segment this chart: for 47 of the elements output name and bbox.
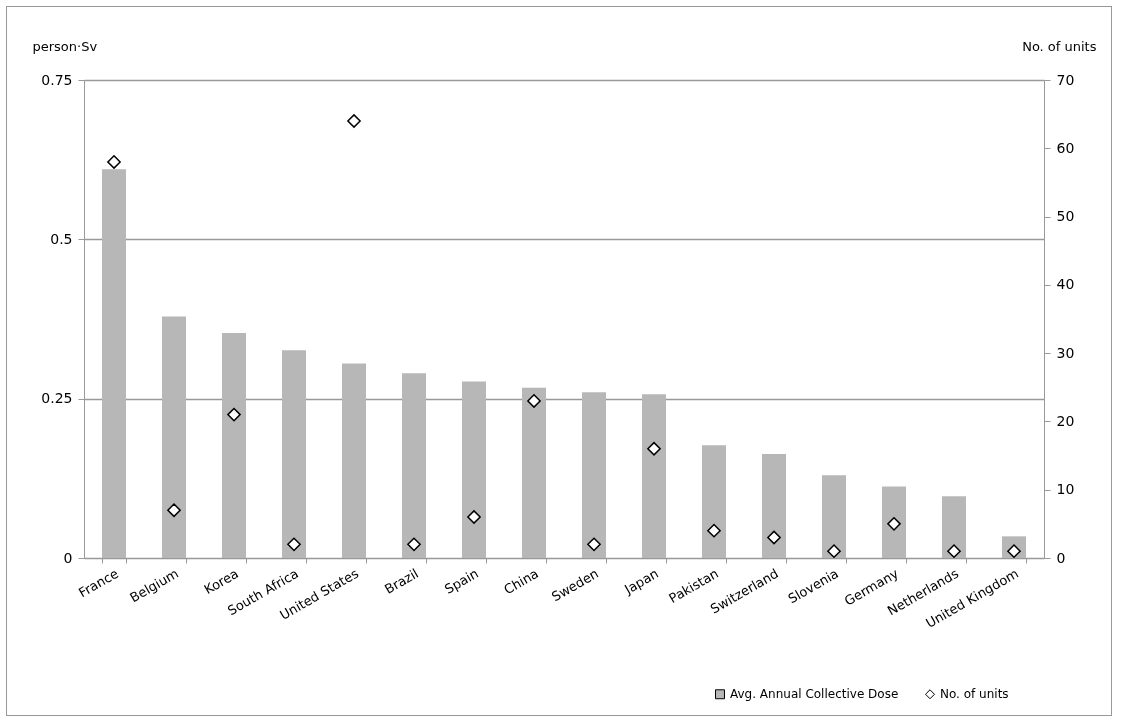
- bar: [702, 445, 726, 558]
- bar: [222, 333, 246, 558]
- bar: [282, 350, 306, 558]
- y2-tick-label: 60: [1056, 139, 1075, 156]
- y2-tick-label: 20: [1056, 412, 1075, 429]
- bar: [822, 475, 846, 558]
- bar: [582, 392, 606, 558]
- point: [647, 441, 661, 456]
- point: [227, 407, 241, 422]
- y2-tick-label: 70: [1056, 71, 1075, 88]
- y2-tick-label: 30: [1056, 344, 1075, 361]
- point: [827, 544, 841, 559]
- point: [887, 516, 901, 531]
- y2-tick-label: 50: [1056, 208, 1075, 225]
- point: [467, 510, 481, 524]
- y-tick-label: 0.25: [41, 390, 73, 407]
- legend-label: Avg. Annual Collective Dose: [730, 687, 899, 702]
- point: [767, 530, 781, 545]
- point: [947, 544, 961, 559]
- legend-label: No. of units: [940, 687, 1009, 702]
- point: [107, 155, 121, 169]
- point: [707, 523, 721, 538]
- y-axis-title: person·Sv: [32, 38, 98, 54]
- bar: [762, 454, 786, 558]
- y2-tick-label: 0: [1056, 549, 1066, 566]
- bar: [882, 486, 906, 558]
- y-tick-label: 0.5: [50, 230, 73, 247]
- y2-axis-title: No. of units: [1022, 38, 1097, 54]
- x-tick-label: China: [501, 565, 541, 598]
- bar: [102, 169, 126, 558]
- point: [347, 114, 361, 128]
- bar: [402, 373, 426, 558]
- point: [587, 537, 601, 552]
- y2-tick-label: 40: [1056, 276, 1075, 293]
- bar: [522, 387, 546, 558]
- y-tick-label: 0.75: [41, 71, 73, 88]
- point: [527, 394, 541, 408]
- point: [167, 503, 181, 518]
- bar: [342, 363, 366, 558]
- bar: [162, 316, 186, 558]
- bar: [462, 381, 486, 558]
- point: [287, 537, 301, 552]
- bar: [642, 394, 666, 558]
- bar: [942, 496, 966, 558]
- point: [407, 537, 421, 552]
- y2-tick-label: 10: [1056, 481, 1075, 498]
- y-tick-label: 0: [63, 549, 73, 566]
